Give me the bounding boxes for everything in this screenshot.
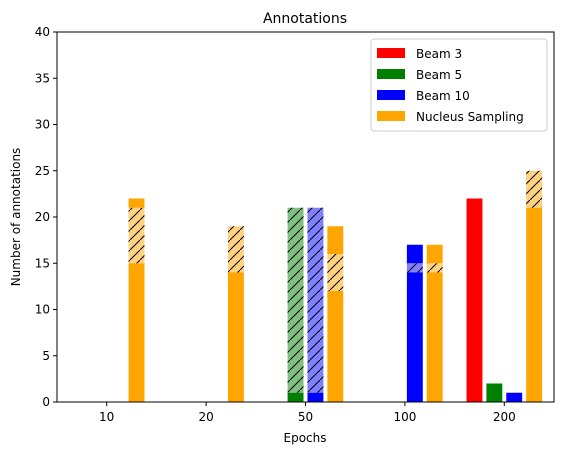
legend-box	[370, 38, 548, 132]
legend-label: Beam 5	[416, 68, 462, 82]
bar	[227, 272, 244, 402]
bar-top-segment	[426, 244, 443, 264]
legend-swatch	[377, 69, 405, 79]
bar-top-segment	[406, 244, 423, 264]
bar	[128, 263, 145, 402]
y-axis: 0 5 10 15 20 25 30 35 40	[35, 25, 57, 409]
bar-hatch-overlay	[287, 207, 304, 393]
y-tick-label: 30	[35, 118, 50, 132]
bars-layer	[128, 170, 543, 402]
bar	[486, 383, 503, 402]
y-tick-label: 15	[35, 256, 50, 270]
x-tick-label: 10	[99, 410, 114, 424]
legend-swatch	[377, 90, 405, 100]
bar-hatch-overlay	[128, 207, 145, 264]
bar	[426, 272, 443, 402]
x-tick-label: 20	[198, 410, 213, 424]
bar	[287, 392, 304, 402]
y-tick-label: 35	[35, 71, 50, 85]
bar-hatch-overlay	[426, 263, 443, 273]
bar-hatch-overlay	[406, 263, 423, 273]
bar-hatch-overlay	[227, 226, 244, 273]
y-tick-label: 10	[35, 303, 50, 317]
bar	[526, 207, 543, 402]
legend-label: Nucleus Sampling	[416, 110, 524, 124]
bar-hatch-overlay	[526, 170, 543, 208]
x-axis: 10 20 50 100 200	[99, 402, 516, 424]
y-tick-label: 20	[35, 210, 50, 224]
chart-title: Annotations	[263, 11, 347, 27]
bar-top-segment	[128, 198, 145, 208]
bar	[466, 198, 483, 402]
legend-swatch	[377, 111, 405, 121]
y-axis-label: Number of annotations	[9, 148, 23, 287]
bar	[327, 291, 344, 402]
x-tick-label: 200	[493, 410, 516, 424]
bar-top-segment	[327, 226, 344, 254]
y-tick-label: 5	[42, 349, 50, 363]
y-tick-label: 25	[35, 164, 50, 178]
x-tick-label: 50	[298, 410, 313, 424]
x-axis-label: Epochs	[284, 431, 327, 445]
x-tick-label: 100	[393, 410, 416, 424]
bar	[307, 392, 324, 402]
legend-swatch	[377, 48, 405, 58]
bar	[506, 392, 523, 402]
legend: Beam 3 Beam 5 Beam 10 Nucleus Sampling	[370, 38, 548, 132]
bar-hatch-overlay	[327, 254, 344, 291]
y-tick-label: 40	[35, 25, 50, 39]
legend-label: Beam 3	[416, 47, 462, 61]
bar-hatch-overlay	[307, 207, 324, 393]
bar	[406, 272, 423, 402]
y-tick-label: 0	[42, 395, 50, 409]
legend-label: Beam 10	[416, 89, 470, 103]
